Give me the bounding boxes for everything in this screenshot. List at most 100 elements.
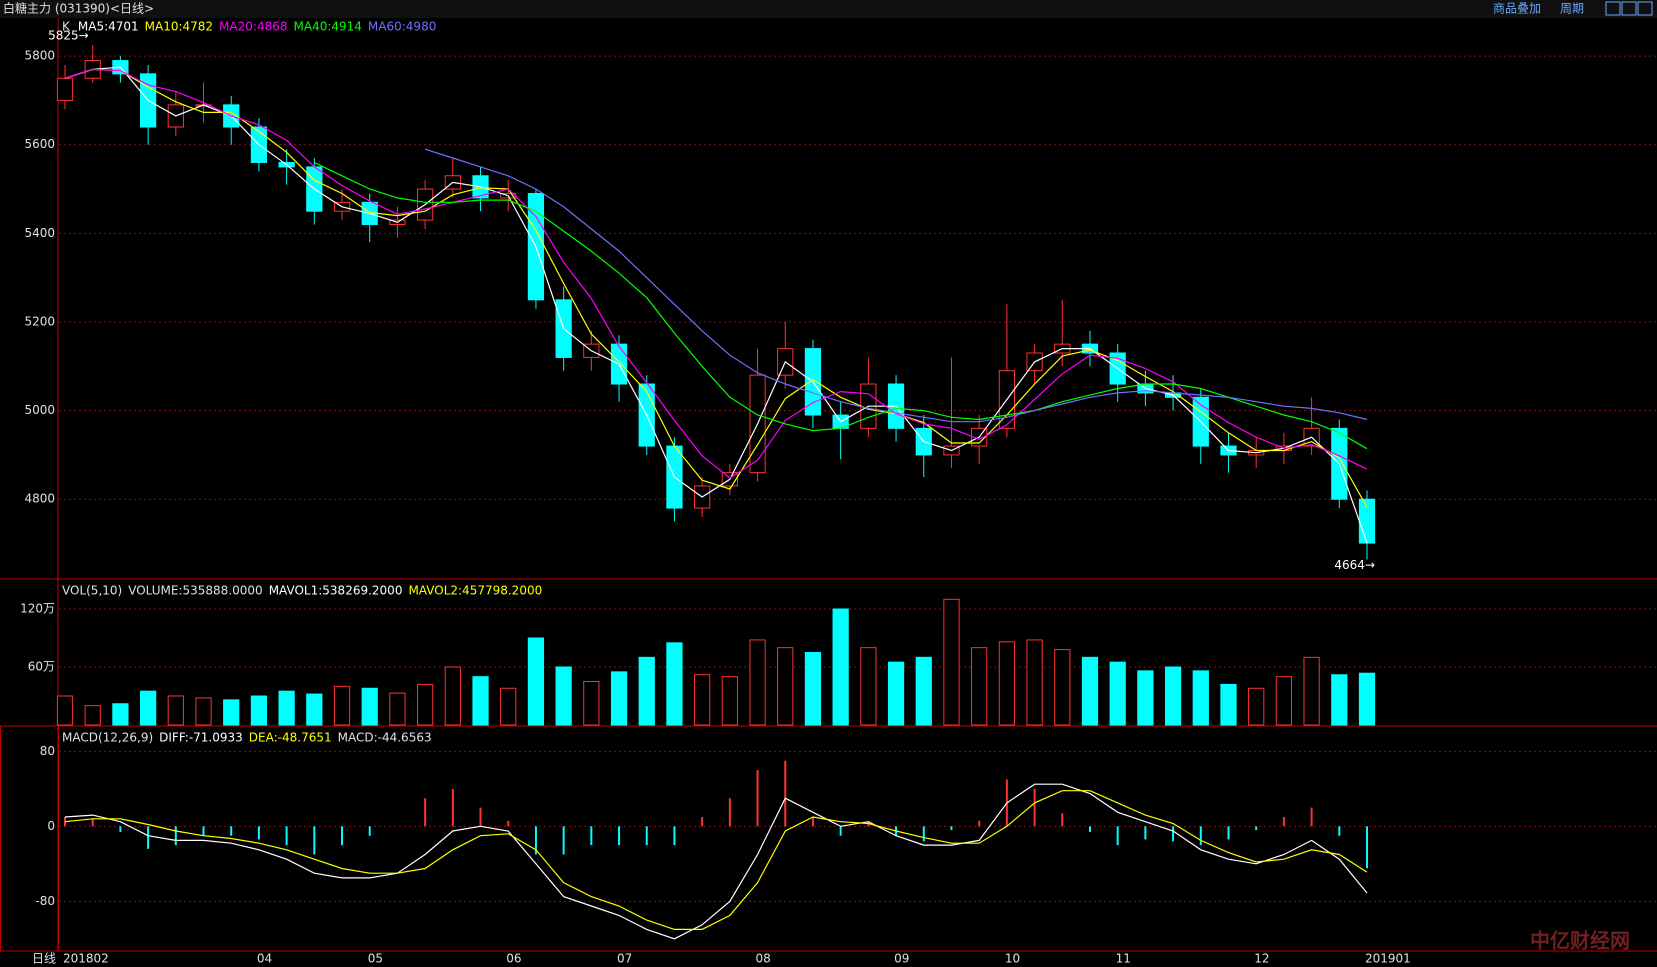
y-tick-label: 5800 [24, 49, 55, 63]
volume-bar [472, 676, 489, 726]
legend-entry: MACD(12,26,9) [62, 731, 153, 745]
volume-bar [84, 705, 101, 726]
volume-bar [195, 697, 212, 726]
prev-button[interactable] [1605, 1, 1621, 16]
indicator-line [314, 161, 1368, 450]
overlay-button[interactable]: 商品叠加 [1493, 1, 1541, 16]
period-button[interactable]: 周期 [1560, 2, 1584, 16]
x-tick-label: 201802 [63, 952, 109, 966]
y-tick-label: 0 [47, 819, 55, 833]
volume-bar [694, 674, 711, 726]
volume-bar [250, 695, 268, 726]
x-tick-label: 05 [368, 952, 383, 966]
y-tick-label: 60万 [28, 660, 55, 674]
volume-bar [721, 676, 738, 726]
volume-bar [278, 690, 295, 726]
y-tick-label: 5000 [24, 403, 55, 417]
indicator-line [424, 148, 1368, 423]
volume-bar [610, 671, 628, 726]
volume-bar [56, 695, 74, 726]
volume-bar [777, 647, 794, 726]
volume-bar [527, 637, 545, 726]
volume-bar [1248, 687, 1265, 726]
active-panel-frame [0, 725, 59, 952]
volume-bar [361, 687, 378, 726]
y-tick-label: -80 [35, 894, 55, 908]
volume-bar [943, 598, 960, 726]
indicator-line [64, 66, 1368, 544]
volume-bar [500, 687, 517, 726]
volume-bar [112, 703, 129, 726]
volume-bar [1054, 649, 1071, 726]
volume-bar [832, 608, 849, 726]
extreme-label: 4664→ [1334, 558, 1375, 572]
x-tick-label: 07 [617, 952, 632, 966]
legend-entry: DIFF:-71.0933 [159, 731, 243, 745]
legend-entry: MA20:4868 [219, 20, 287, 34]
top-bar [0, 0, 1657, 18]
volume-bar [1303, 656, 1320, 726]
volume-bar [1192, 670, 1209, 726]
volume-bar [389, 692, 406, 726]
next-button[interactable] [1621, 1, 1637, 16]
volume-bar [1164, 666, 1182, 726]
chart-title: 白糖主力 (031390)<日线> [3, 1, 154, 16]
y-tick-label: 5600 [24, 137, 55, 151]
legend-entry: MA60:4980 [368, 20, 436, 34]
volume-bar [555, 666, 572, 726]
period-label: 日线 [32, 952, 56, 966]
x-tick-label: 12 [1254, 952, 1269, 966]
volume-bar [333, 685, 351, 726]
legend-entry: MA5:4701 [78, 20, 139, 34]
volume-bar [1026, 639, 1043, 726]
candle-body [1358, 498, 1376, 544]
volume-bar [887, 661, 905, 726]
indicator-line [64, 790, 1368, 930]
y-tick-label: 5400 [24, 226, 55, 240]
y-tick-label: 4800 [24, 492, 55, 506]
volume-bar [306, 693, 323, 726]
volume-bar [804, 652, 822, 726]
volume-bar [1220, 683, 1237, 726]
window-button[interactable] [1637, 1, 1653, 16]
volume-bar [638, 656, 655, 726]
volume-bar [915, 656, 932, 726]
volume-bar [1331, 674, 1348, 726]
indicator-line [64, 68, 1368, 508]
x-tick-label: 04 [257, 952, 272, 966]
legend-entry: VOL(5,10) [62, 584, 122, 598]
legend-entry: K [62, 20, 71, 34]
x-tick-label: 11 [1116, 952, 1131, 966]
volume-bar [971, 647, 988, 726]
watermark: 中亿财经网 [1530, 929, 1630, 953]
volume-bar [583, 681, 600, 726]
legend-entry: MAVOL2:457798.2000 [408, 584, 542, 598]
volume-bar [860, 647, 877, 726]
volume-bar [998, 641, 1015, 726]
legend-entry: MA40:4914 [294, 20, 362, 34]
x-tick-label: 09 [894, 952, 909, 966]
volume-bar [417, 683, 434, 726]
legend-entry: DEA:-48.7651 [249, 731, 332, 745]
volume-bar [1109, 661, 1126, 726]
y-tick-label: 80 [40, 744, 55, 758]
x-tick-label: 08 [756, 952, 771, 966]
volume-bar [1358, 672, 1376, 726]
extreme-label: 5825→ [48, 29, 89, 43]
indicator-line [64, 783, 1368, 940]
candle-body [56, 77, 74, 101]
volume-bar [444, 666, 461, 726]
volume-bar [139, 690, 157, 726]
y-tick-label: 120万 [20, 602, 55, 616]
indicator-line [64, 68, 1368, 479]
legend-entry: MAVOL1:538269.2000 [269, 584, 403, 598]
volume-bar [1137, 670, 1154, 726]
volume-bar [223, 699, 240, 726]
volume-bar [666, 642, 683, 726]
x-tick-label: 10 [1005, 952, 1020, 966]
legend-entry: VOLUME:535888.0000 [128, 584, 262, 598]
x-tick-label: 06 [506, 952, 521, 966]
volume-bar [1081, 656, 1099, 726]
